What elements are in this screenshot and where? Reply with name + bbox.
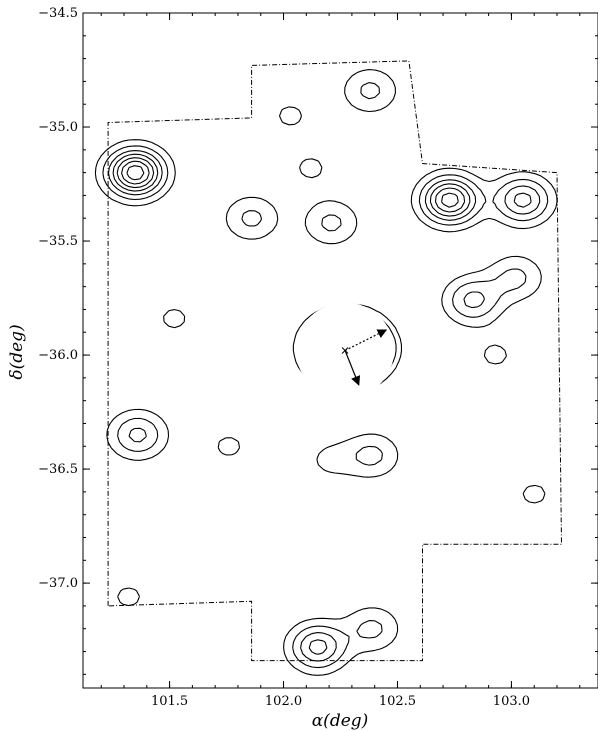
contour-level-6 bbox=[121, 160, 459, 381]
x-tick-label: 103.0 bbox=[493, 694, 530, 709]
y-tick-label: −35.0 bbox=[38, 120, 78, 135]
density-contours bbox=[94, 69, 558, 676]
plot-frame bbox=[82, 12, 598, 689]
y-axis-label: δ(deg) bbox=[7, 324, 27, 379]
x-tick-label: 101.5 bbox=[151, 694, 188, 709]
y-tick-label: −34.5 bbox=[38, 6, 78, 21]
contour-level-4 bbox=[112, 153, 532, 655]
proper-motion-vectors bbox=[341, 329, 388, 386]
footprint-outline bbox=[107, 60, 563, 662]
y-tick-label: −36.5 bbox=[38, 462, 78, 477]
y-tick-label: −35.5 bbox=[38, 234, 78, 249]
x-axis-label: α(deg) bbox=[312, 711, 369, 731]
x-tick-label: 102.5 bbox=[379, 694, 416, 709]
contour-level-2 bbox=[102, 82, 549, 669]
survey-footprint bbox=[107, 60, 563, 662]
y-tick-label: −36.0 bbox=[38, 348, 78, 363]
x-tick-label: 102.0 bbox=[265, 694, 302, 709]
y-tick-label: −37.0 bbox=[38, 576, 78, 591]
vector-arrow-2 bbox=[344, 350, 361, 386]
